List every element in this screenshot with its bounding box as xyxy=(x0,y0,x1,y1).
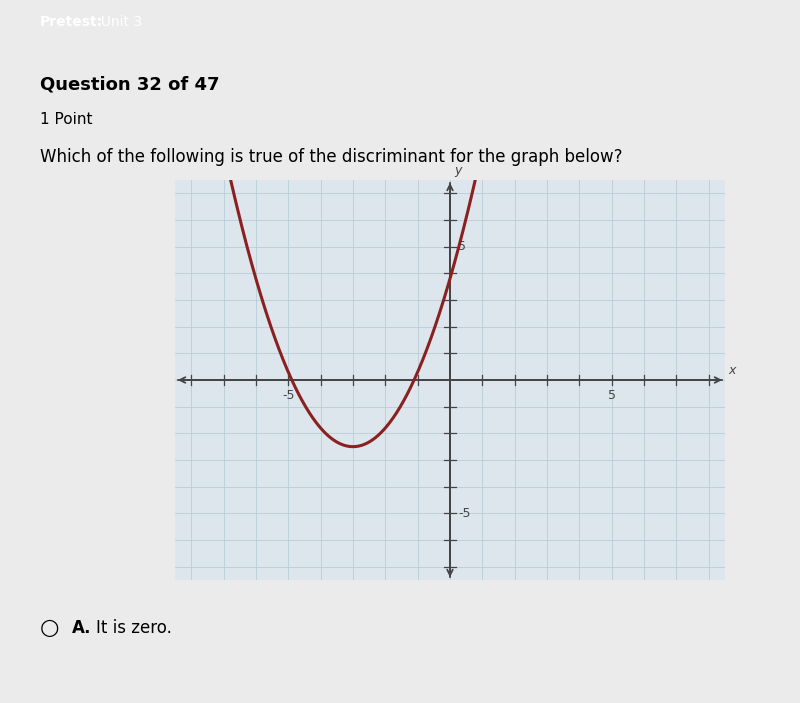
Text: -5: -5 xyxy=(282,389,294,402)
Text: 5: 5 xyxy=(458,240,466,253)
Text: Which of the following is true of the discriminant for the graph below?: Which of the following is true of the di… xyxy=(40,148,622,166)
Text: x: x xyxy=(728,364,736,378)
Text: Pretest:: Pretest: xyxy=(40,15,103,29)
Text: 5: 5 xyxy=(608,389,616,402)
Text: Unit 3: Unit 3 xyxy=(92,15,142,29)
Text: Question 32 of 47: Question 32 of 47 xyxy=(40,75,219,93)
Text: ○: ○ xyxy=(40,618,59,638)
Text: -5: -5 xyxy=(458,507,470,520)
Text: y: y xyxy=(454,165,462,177)
Text: It is zero.: It is zero. xyxy=(96,619,172,637)
Text: A.: A. xyxy=(72,619,91,637)
Text: 1 Point: 1 Point xyxy=(40,112,93,127)
